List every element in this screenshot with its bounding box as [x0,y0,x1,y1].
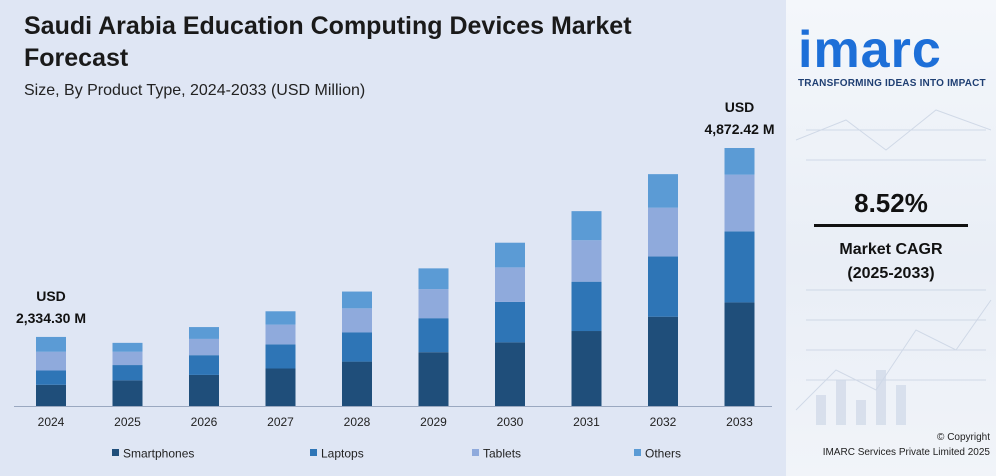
x-tick-label-2030: 2030 [497,415,524,429]
cagr-label-line1: Market CAGR [839,241,943,258]
legend-swatch-tablets [472,449,479,456]
x-tick-label-2027: 2027 [267,415,294,429]
x-tick-label-2026: 2026 [191,415,218,429]
bar-smartphones-2030 [495,342,525,406]
bar-others-2033 [724,148,755,175]
legend-swatch-laptops [310,449,317,456]
bar-tablets-2026 [189,338,219,356]
bar-laptops-2028 [342,332,372,362]
bar-tablets-2033 [724,174,755,232]
cagr-label: Market CAGR (2025-2033) [786,238,996,286]
bar-laptops-2031 [571,281,602,332]
x-tick-label-2024: 2024 [38,415,65,429]
bar-laptops-2032 [648,256,678,317]
annotation-value-2024: 2,334.30 M [16,310,86,326]
annotation-currency-2033: USD [725,99,755,115]
bar-tablets-2029 [418,289,449,319]
bar-tablets-2030 [495,267,525,302]
bar-tablets-2031 [571,240,602,282]
bar-laptops-2027 [265,344,296,369]
annotation-value-2033: 4,872.42 M [704,121,774,137]
bar-smartphones-2024 [36,384,66,406]
legend-label-laptops: Laptops [321,447,364,461]
chart-title: Saudi Arabia Education Computing Devices… [24,12,632,72]
x-tick-label-2033: 2033 [726,415,753,429]
brand-tagline: TRANSFORMING IDEAS INTO IMPACT [798,78,986,89]
cagr-divider [814,224,968,227]
bar-smartphones-2031 [571,331,602,406]
bar-smartphones-2029 [418,352,449,406]
bar-laptops-2030 [495,301,525,343]
bar-smartphones-2028 [342,361,372,406]
bar-smartphones-2025 [112,380,143,406]
legend-swatch-smartphones [112,449,119,456]
legend-swatch-others [634,449,641,456]
bar-tablets-2024 [36,351,66,371]
annotation-currency-2024: USD [36,288,66,304]
bar-others-2027 [265,311,296,325]
x-tick-label-2028: 2028 [344,415,371,429]
bar-laptops-2024 [36,370,66,385]
bar-smartphones-2027 [265,368,296,406]
cagr-label-line2: (2025-2033) [847,265,935,282]
background-decoration [795,109,992,425]
bar-others-2029 [418,268,449,290]
bar-laptops-2026 [189,355,219,375]
imarc-logo[interactable]: imarc [798,21,942,79]
bar-others-2026 [189,327,219,339]
bar-others-2028 [342,291,372,309]
legend-label-smartphones: Smartphones [123,447,194,461]
bar-others-2032 [648,174,678,208]
bar-others-2031 [571,211,602,241]
bar-laptops-2033 [724,231,755,303]
stacked-bar-chart: 2024 2025 2026 2027 2028 2029 2030 2031 2032 2033… [14,99,775,461]
bar-smartphones-2033 [724,302,755,406]
copyright-line2: IMARC Services Private Limited 2025 [822,447,990,458]
bar-tablets-2032 [648,207,678,257]
x-tick-label-2032: 2032 [650,415,677,429]
bar-others-2030 [495,242,525,268]
chart-panel: Saudi Arabia Education Computing Devices… [14,12,775,461]
bar-tablets-2028 [342,308,372,333]
bar-others-2024 [36,336,66,352]
x-tick-label-2029: 2029 [420,415,447,429]
copyright: © Copyright IMARC Services Private Limit… [786,430,990,460]
chart-subtitle: Size, By Product Type, 2024-2033 (USD Mi… [24,82,366,99]
cagr-value: 8.52% [854,188,928,218]
copyright-line1: © Copyright [937,432,990,443]
info-panel: imarc TRANSFORMING IDEAS INTO IMPACT 8.5… [786,0,996,476]
bar-tablets-2027 [265,324,296,345]
bar-laptops-2025 [112,365,143,381]
bar-tablets-2025 [112,351,143,366]
bar-smartphones-2032 [648,316,678,406]
x-tick-label-2031: 2031 [573,415,600,429]
bar-laptops-2029 [418,318,449,353]
bar-smartphones-2026 [189,374,219,406]
x-tick-label-2025: 2025 [114,415,141,429]
legend-label-tablets: Tablets [483,447,521,461]
bar-others-2025 [112,342,143,352]
legend-label-others: Others [645,447,681,461]
